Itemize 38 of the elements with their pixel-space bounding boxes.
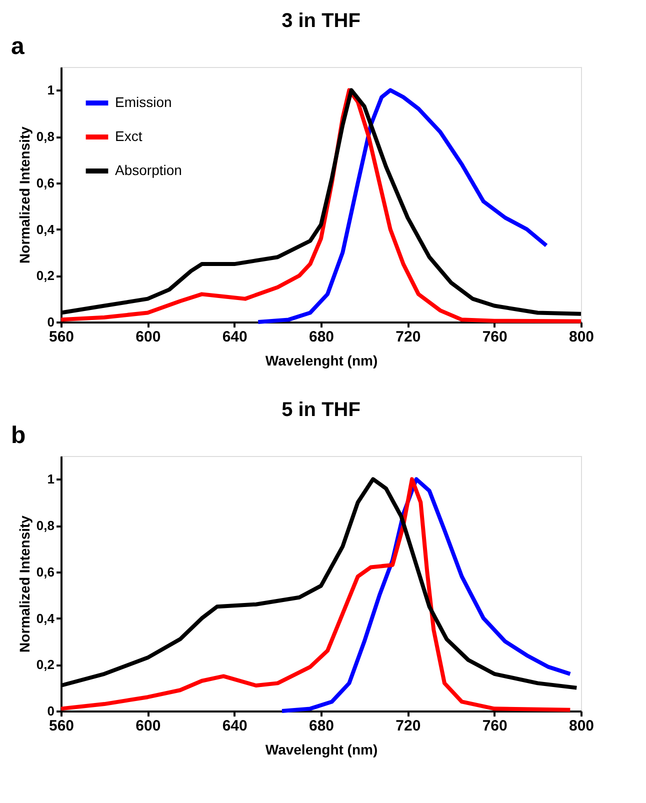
y-tick-label: 0 (47, 704, 54, 718)
y-tick-label: 1 (47, 472, 54, 487)
x-tick-label: 560 (48, 328, 74, 346)
y-tick-label: 0,4 (36, 222, 56, 237)
x-tick-label: 800 (568, 718, 594, 734)
x-tick-label: 720 (396, 718, 421, 734)
x-tick-label: 720 (396, 328, 421, 346)
text: b (11, 422, 26, 449)
x-tick-label: 680 (308, 718, 334, 734)
x-tick-label: 760 (482, 328, 508, 346)
y-tick-label: 0,2 (36, 268, 54, 284)
legend-label: Emission (115, 94, 172, 110)
x-axis-title: Wavelenght (nm) (265, 352, 378, 368)
x-tick-label: 640 (222, 718, 248, 734)
x-tick-label: 600 (136, 328, 161, 346)
chart-title: 5 in THF (282, 399, 360, 421)
y-tick-label: 0,4 (36, 610, 56, 626)
text: a (11, 33, 25, 60)
y-tick-label: 0,6 (36, 175, 54, 190)
chart-title: 3 in THF (282, 10, 360, 32)
y-tick-label: 0 (47, 314, 54, 330)
x-tick-label: 760 (482, 718, 508, 734)
y-tick-label: 0,8 (36, 129, 54, 144)
y-tick-label: 0,2 (36, 657, 54, 672)
y-axis-title: Normalized Intensity (16, 515, 32, 652)
y-axis-title: Normalized Intensity (16, 126, 32, 264)
x-tick-label: 600 (136, 718, 161, 734)
x-tick-label: 680 (308, 328, 334, 346)
x-tick-label: 560 (48, 718, 74, 734)
x-tick-label: 640 (222, 328, 248, 346)
legend-label: Absorption (115, 162, 182, 178)
legend-label: Exct (115, 128, 142, 144)
x-tick-label: 800 (568, 328, 594, 346)
line-series (256, 88, 548, 324)
y-tick-label: 0,6 (36, 564, 54, 580)
y-tick-label: 0,8 (36, 518, 54, 534)
y-tick-label: 1 (47, 82, 54, 98)
x-axis-title: Wavelenght (nm) (265, 742, 378, 758)
